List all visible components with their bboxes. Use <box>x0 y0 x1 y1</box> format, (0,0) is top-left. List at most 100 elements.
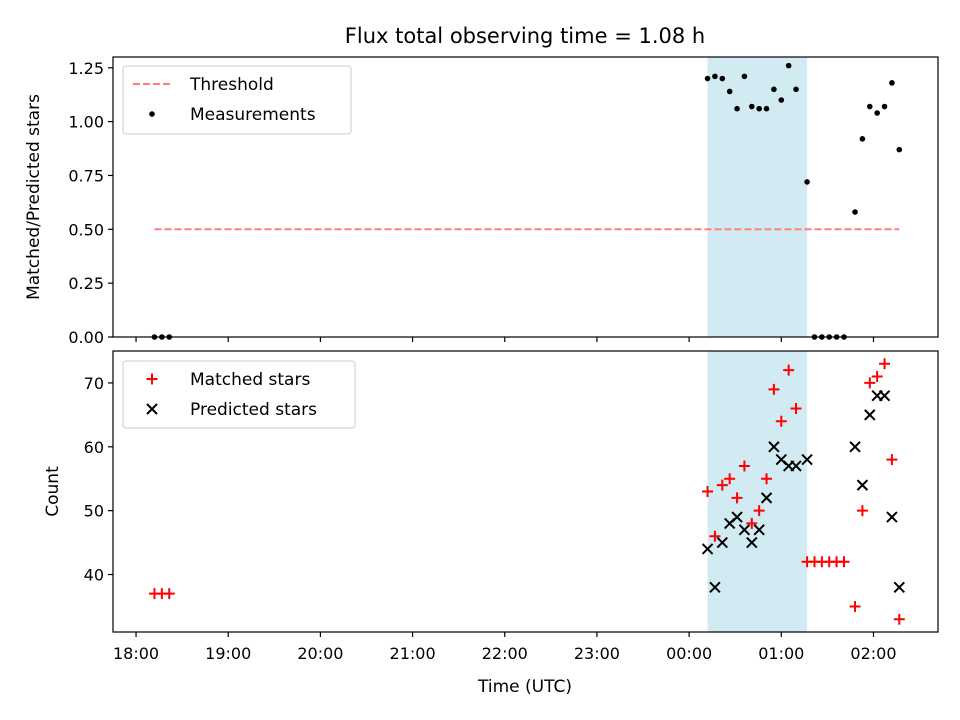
data-point-dot <box>866 103 873 110</box>
y-tick-label: 1.25 <box>68 59 104 78</box>
data-point-x <box>801 453 813 466</box>
data-point-plus <box>724 473 736 485</box>
shaded-span <box>707 351 808 632</box>
data-point-plus <box>731 492 743 504</box>
data-point-plus <box>871 371 883 383</box>
legend-swatch <box>149 111 155 117</box>
data-point-dot <box>889 80 895 86</box>
data-point-dot <box>896 146 903 153</box>
data-point-dot <box>852 209 858 215</box>
legend: Matched stars Predicted stars <box>122 360 356 429</box>
data-point-dot <box>704 75 711 82</box>
data-point-dot <box>748 103 755 110</box>
ratio-panel: 0.00 0.25 0.50 0.75 1.00 1.25 Matched/Predicte… <box>24 56 939 347</box>
y-tick-label: 40 <box>84 566 104 585</box>
data-point-x <box>849 441 861 453</box>
legend-box <box>122 360 356 429</box>
data-point-dot <box>726 88 733 95</box>
data-point-x <box>701 543 714 555</box>
data-point-x <box>709 581 721 594</box>
data-point-dot <box>771 86 777 93</box>
y-tick-label: 0.00 <box>68 328 104 347</box>
x-tick-label: 01:00 <box>758 644 804 663</box>
data-point-x <box>760 492 773 504</box>
data-point-plus <box>864 377 876 389</box>
data-point-plus <box>893 613 905 625</box>
data-point-plus <box>163 588 175 600</box>
count-panel: 40 50 60 70 18:00 19:00 20:00 21:00 22:00 23:00 00… <box>43 350 939 663</box>
y-tick-label: 50 <box>84 502 104 521</box>
data-point-dot <box>741 73 748 80</box>
data-point-x <box>753 524 765 536</box>
data-point-x <box>790 460 802 472</box>
data-point-plus <box>761 473 773 485</box>
data-point-x <box>886 511 898 523</box>
data-point-x <box>768 441 780 453</box>
data-point-dot <box>778 97 785 103</box>
data-point-dot <box>712 73 718 80</box>
x-tick-label: 23:00 <box>574 644 620 663</box>
data-point-x <box>878 389 891 402</box>
y-tick-label: 70 <box>84 374 104 393</box>
data-point-dot <box>804 179 810 185</box>
data-point-dot <box>785 62 792 69</box>
y-axis-label: Count <box>43 466 63 517</box>
y-axis-label: Matched/Predicted stars <box>24 94 44 300</box>
legend-label: Measurements <box>190 105 316 125</box>
legend-swatch <box>146 403 158 415</box>
data-point-dot <box>763 105 770 112</box>
data-point-plus <box>753 505 765 517</box>
data-point-dot <box>756 105 762 112</box>
axes-frame <box>112 56 939 338</box>
data-point-x <box>864 409 876 421</box>
x-tick-label: 18:00 <box>113 644 159 663</box>
data-point-plus <box>849 600 861 612</box>
data-point-dot <box>719 75 726 82</box>
y-tick-label: 0.25 <box>68 274 104 293</box>
legend-label: Matched stars <box>190 370 310 390</box>
data-point-x <box>738 524 751 536</box>
data-point-plus <box>879 358 891 370</box>
legend-label: Threshold <box>189 75 274 95</box>
data-point-plus <box>783 364 795 376</box>
legend: Threshold Measurements <box>122 65 352 135</box>
axes-frame <box>112 350 939 633</box>
shaded-span <box>707 57 808 337</box>
x-tick-label: 21:00 <box>390 644 436 663</box>
data-point-plus <box>716 479 728 491</box>
data-point-x <box>716 536 729 549</box>
x-tick-label: 20:00 <box>297 644 343 663</box>
data-point-dot <box>793 86 799 93</box>
data-point-x <box>893 581 905 594</box>
data-point-plus <box>768 383 780 395</box>
data-point-plus <box>702 486 714 497</box>
x-tick-label: 19:00 <box>205 644 251 663</box>
y-tick-label: 0.75 <box>68 166 104 185</box>
data-point-x <box>731 511 743 523</box>
data-point-dot <box>881 103 888 110</box>
data-point-dot <box>859 136 866 142</box>
x-tick-label: 00:00 <box>666 644 712 663</box>
data-point-plus <box>838 556 850 568</box>
x-tick-label: 02:00 <box>850 644 896 663</box>
data-point-plus <box>738 460 750 472</box>
y-tick-label: 60 <box>84 438 104 457</box>
x-axis-label: Time (UTC) <box>477 677 572 697</box>
data-point-plus <box>746 517 758 529</box>
x-tick-label: 22:00 <box>482 644 528 663</box>
chart-title: Flux total observing time = 1.08 h <box>345 24 705 48</box>
data-point-x <box>746 536 758 549</box>
data-point-x <box>856 479 869 491</box>
legend-swatch <box>146 373 158 385</box>
legend-box <box>122 65 352 135</box>
data-point-dot <box>734 105 740 112</box>
y-tick-label: 0.50 <box>68 220 104 239</box>
data-point-plus <box>709 530 721 542</box>
data-point-dot <box>874 110 880 116</box>
data-point-plus <box>886 454 898 466</box>
data-point-plus <box>790 402 802 414</box>
legend-label: Predicted stars <box>190 400 317 420</box>
data-point-plus <box>775 415 787 427</box>
y-tick-label: 1.00 <box>68 113 104 132</box>
